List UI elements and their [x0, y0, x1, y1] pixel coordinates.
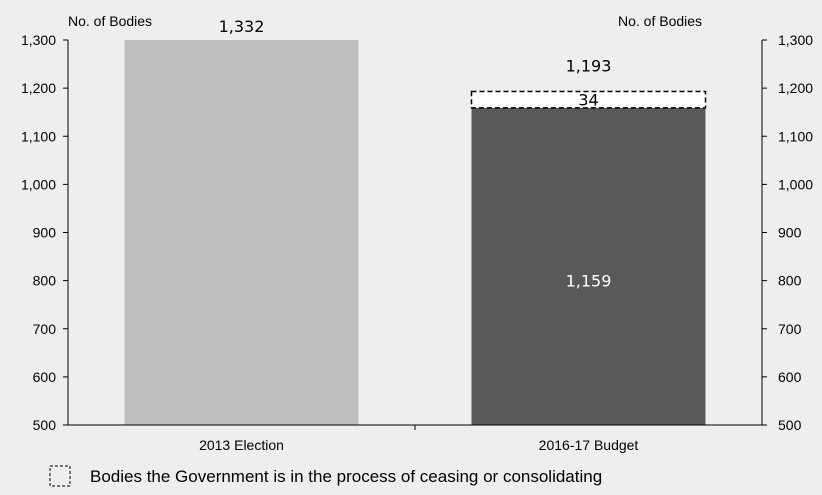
bar-segment-ceasing	[470, 90, 707, 109]
legend-label: Bodies the Government is in the process …	[90, 467, 602, 486]
y-axis-title-left: No. of Bodies	[68, 13, 152, 29]
y-tick-label-right: 1,300	[778, 32, 813, 48]
legend: Bodies the Government is in the process …	[49, 465, 602, 487]
x-tick-label: 2013 Election	[199, 437, 284, 453]
y-tick-label-right: 1,200	[778, 80, 813, 96]
data-label-segment: 34	[578, 91, 598, 110]
y-tick-label-left: 1,000	[21, 176, 56, 192]
y-tick-label-right: 700	[778, 321, 802, 337]
data-label-total: 1,193	[566, 56, 612, 75]
y-tick-label-right: 800	[778, 273, 802, 289]
y-tick-label-left: 800	[33, 273, 57, 289]
y-tick-label-left: 1,300	[21, 32, 56, 48]
y-tick-label-right: 600	[778, 369, 802, 385]
bar	[124, 40, 359, 425]
y-tick-label-right: 900	[778, 225, 802, 241]
y-tick-label-left: 1,200	[21, 80, 56, 96]
data-label-value: 1,159	[566, 272, 612, 291]
y-tick-label-right: 1,000	[778, 176, 813, 192]
y-tick-label-right: 500	[778, 417, 802, 433]
data-label-value: 1,332	[219, 17, 265, 36]
y-tick-label-left: 1,100	[21, 128, 56, 144]
y-tick-label-left: 700	[33, 321, 57, 337]
y-tick-label-left: 600	[33, 369, 57, 385]
y-tick-label-left: 500	[33, 417, 57, 433]
bar	[471, 107, 706, 425]
y-axis-title-right: No. of Bodies	[618, 13, 702, 29]
y-tick-label-right: 1,100	[778, 128, 813, 144]
legend-swatch	[49, 465, 71, 487]
y-tick-label-left: 900	[33, 225, 57, 241]
x-tick-label: 2016-17 Budget	[539, 437, 639, 453]
